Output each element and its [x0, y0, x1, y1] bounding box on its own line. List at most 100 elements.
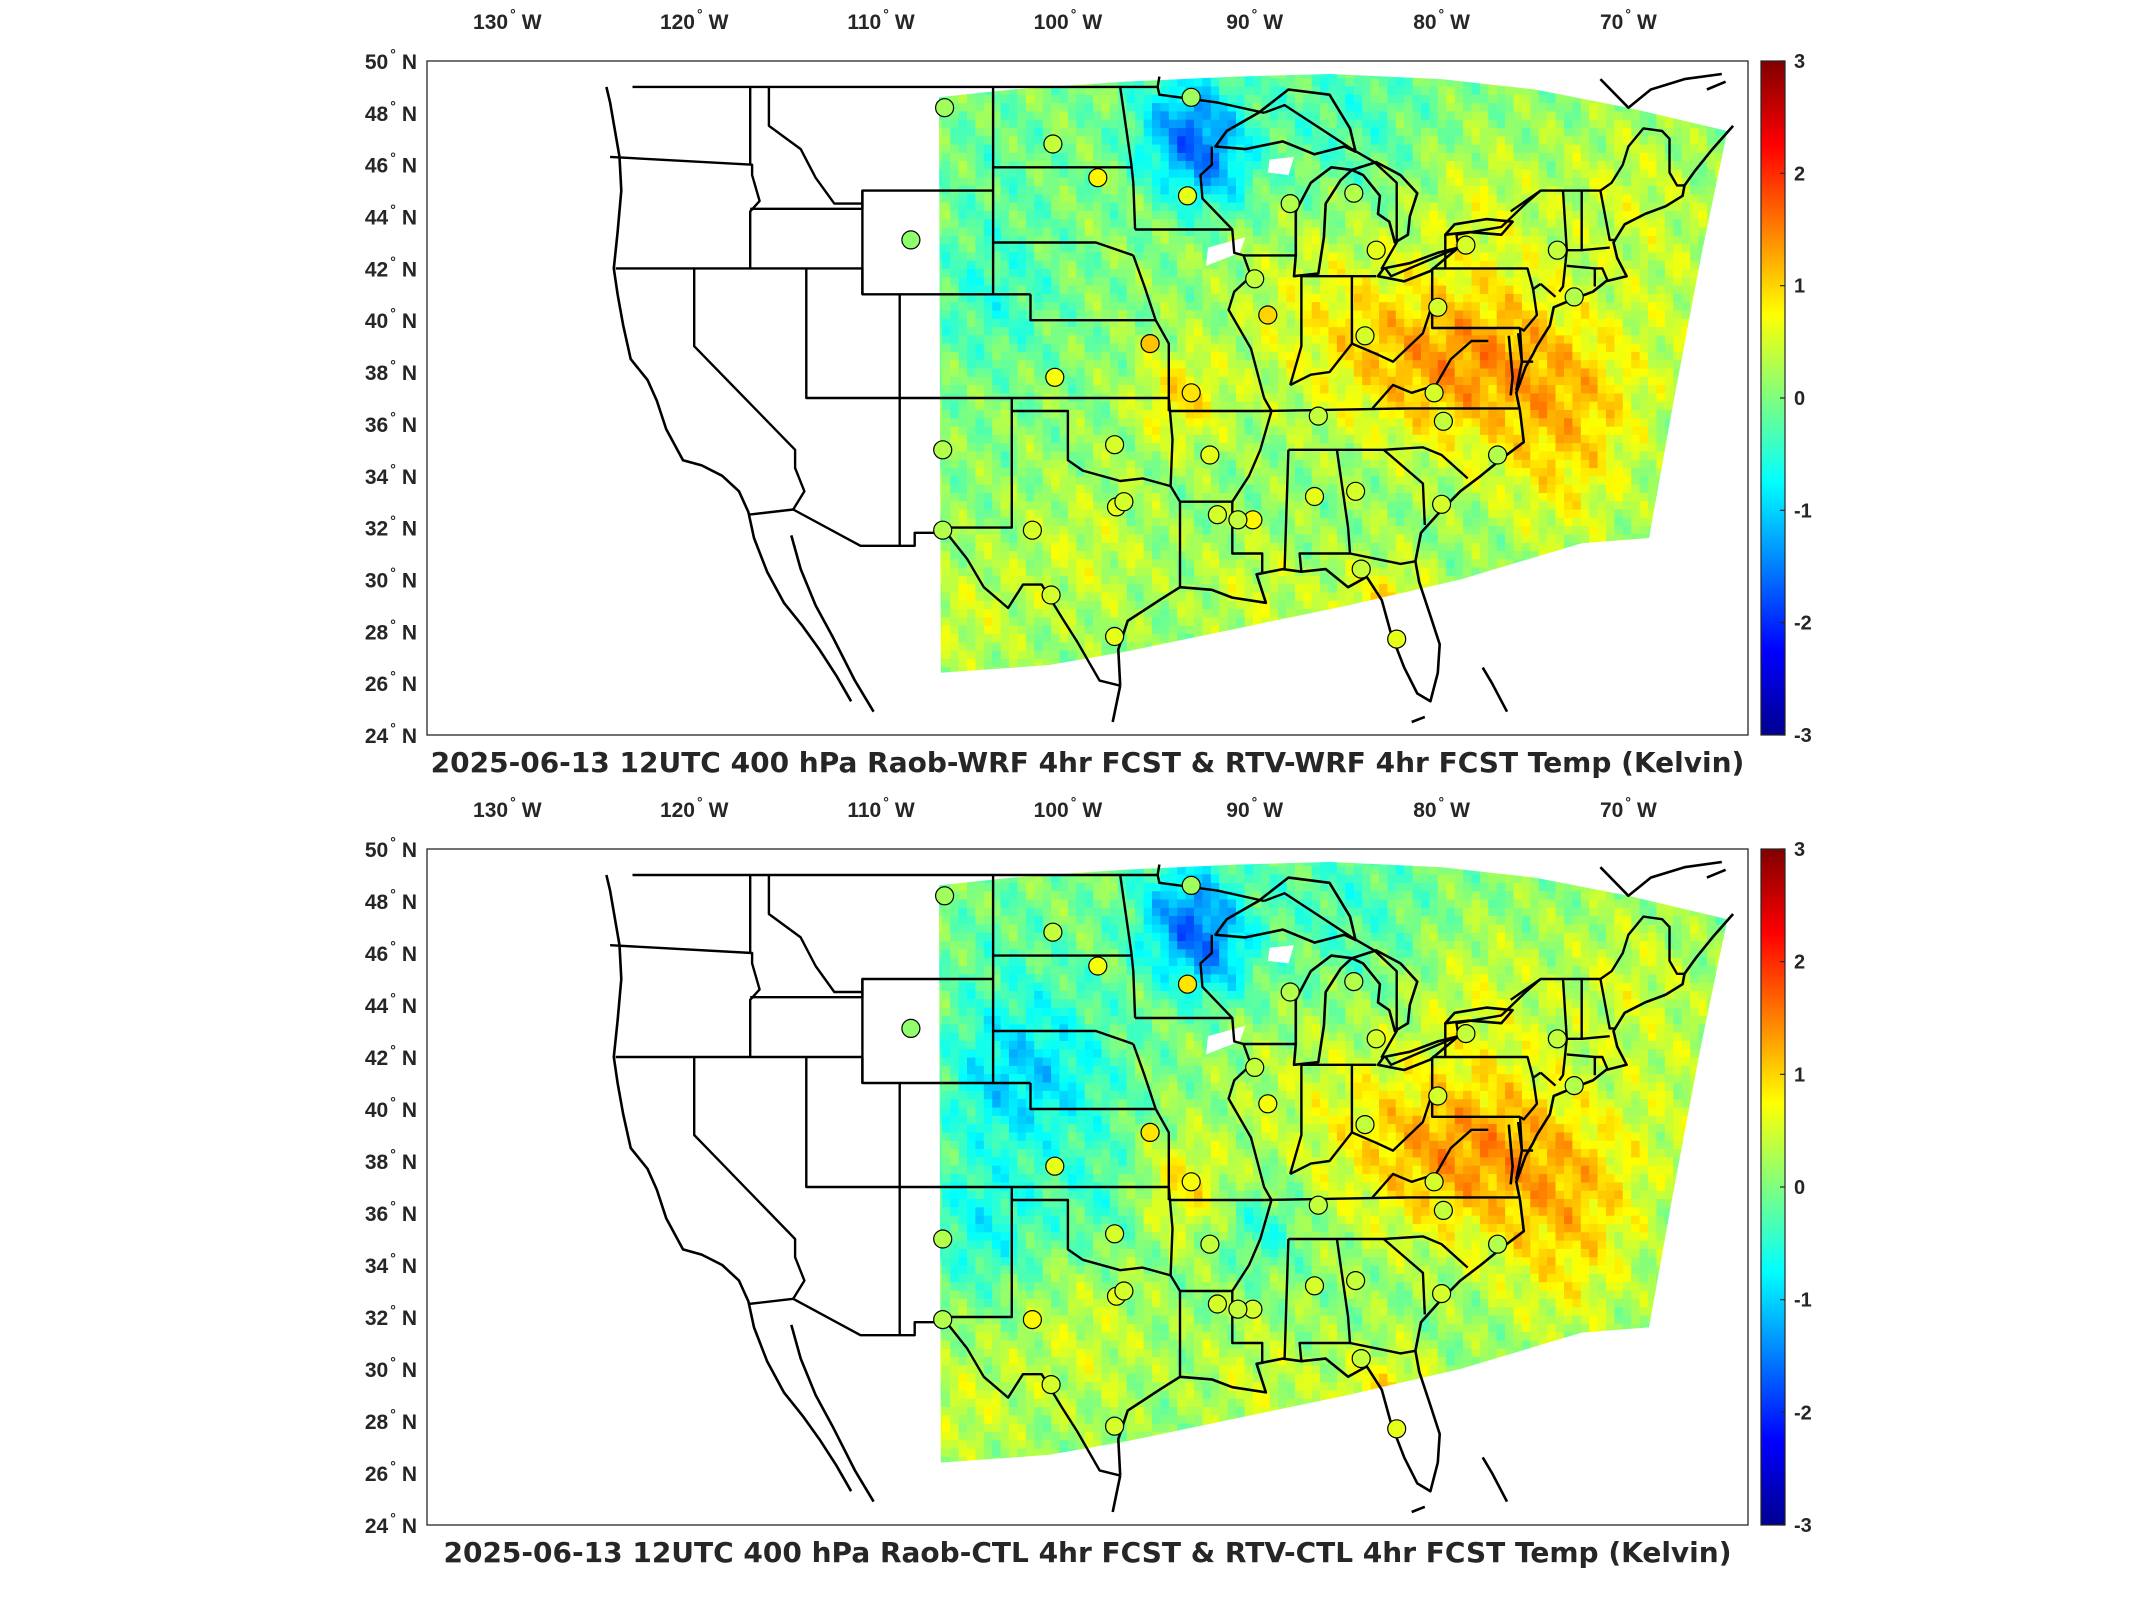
field-cell: [1185, 608, 1195, 618]
field-cell: [1311, 177, 1321, 186]
field-cell: [1118, 193, 1128, 203]
field-cell: [1160, 426, 1170, 435]
field-cell: [975, 102, 985, 112]
field-cell: [1227, 426, 1237, 435]
field-cell: [1303, 442, 1313, 452]
field-cell: [1395, 450, 1405, 460]
field-cell: [1051, 417, 1061, 427]
field-cell: [1488, 309, 1498, 319]
field-cell: [1454, 401, 1464, 410]
field-cell: [1278, 384, 1288, 394]
field-cell: [958, 641, 968, 651]
field-cell: [1168, 616, 1178, 626]
field-cell: [1059, 434, 1069, 444]
field-cell: [950, 442, 960, 452]
field-cell: [1009, 608, 1018, 618]
field-cell: [1463, 334, 1473, 344]
field-cell: [1160, 285, 1170, 294]
field-cell: [1034, 193, 1044, 203]
field-cell: [1479, 102, 1489, 112]
field-cell: [1244, 409, 1254, 419]
field-cell: [1320, 567, 1330, 576]
field-cell: [1429, 434, 1439, 444]
field-cell: [1160, 102, 1170, 112]
field-cell: [983, 144, 993, 153]
field-cell: [1067, 260, 1077, 269]
field-cell: [1395, 226, 1405, 236]
field-cell: [1244, 326, 1254, 336]
field-cell: [1379, 309, 1388, 319]
field-cell: [1370, 459, 1380, 469]
field-cell: [1202, 583, 1212, 593]
field-cell: [1093, 517, 1103, 527]
field-cell: [950, 475, 960, 485]
field-cell: [1210, 152, 1220, 162]
field-cell: [1067, 110, 1077, 120]
field-cell: [1454, 226, 1464, 236]
field-cell: [1042, 650, 1052, 659]
field-cell: [1345, 392, 1355, 402]
field-cell: [1387, 318, 1397, 328]
field-cell: [1034, 591, 1044, 601]
field-cell: [1025, 334, 1035, 344]
field-cell: [1236, 152, 1245, 162]
field-cell: [1000, 110, 1010, 120]
field-cell: [1336, 367, 1346, 377]
field-cell: [1479, 409, 1489, 419]
field-cell: [1454, 309, 1464, 319]
field-cell: [1118, 127, 1128, 137]
field-cell: [1261, 384, 1271, 394]
field-cell: [958, 575, 968, 585]
field-cell: [1345, 600, 1355, 610]
field-cell: [1118, 334, 1128, 344]
field-cell: [1135, 351, 1145, 361]
field-cell: [941, 152, 951, 162]
field-cell: [1463, 392, 1473, 402]
field-cell: [1168, 351, 1178, 361]
field-cell: [1463, 351, 1473, 361]
field-cell: [941, 168, 951, 178]
field-cell: [1236, 608, 1245, 618]
field-cell: [1437, 517, 1447, 527]
field-cell: [1404, 351, 1414, 361]
field-cell: [958, 276, 968, 286]
field-cell: [1387, 160, 1397, 170]
field-cell: [1160, 542, 1170, 551]
field-cell: [1135, 409, 1145, 419]
field-cell: [1286, 135, 1296, 145]
field-cell: [1051, 260, 1061, 269]
field-cell: [1370, 177, 1380, 186]
field-cell: [1404, 210, 1414, 220]
field-cell: [1437, 218, 1447, 228]
field-cell: [1126, 268, 1136, 278]
field-cell: [1093, 235, 1103, 245]
field-cell: [1303, 318, 1313, 328]
field-cell: [1479, 135, 1489, 145]
field-cell: [958, 525, 968, 535]
field-cell: [1463, 168, 1473, 178]
field-cell: [1000, 285, 1010, 294]
field-cell: [1446, 334, 1456, 344]
field-cell: [1294, 210, 1304, 220]
field-cell: [1412, 85, 1422, 95]
field-cell: [939, 343, 943, 352]
field-cell: [1227, 318, 1237, 328]
field-cell: [1362, 384, 1372, 394]
field-cell: [1320, 550, 1330, 560]
field-cell: [1126, 426, 1136, 435]
field-cell: [1009, 492, 1018, 502]
field-cell: [1261, 475, 1271, 485]
field-cell: [992, 442, 1002, 452]
field-cell: [1429, 517, 1439, 527]
field-cell: [1042, 210, 1052, 220]
field-cell: [1362, 550, 1372, 560]
field-cell: [1353, 442, 1363, 452]
field-cell: [983, 542, 993, 551]
field-cell: [939, 475, 943, 485]
field-cell: [1219, 343, 1229, 352]
field-cell: [1118, 309, 1128, 319]
field-cell: [1076, 309, 1086, 319]
field-cell: [1303, 401, 1313, 410]
field-cell: [1177, 616, 1187, 626]
field-cell: [1076, 260, 1086, 269]
